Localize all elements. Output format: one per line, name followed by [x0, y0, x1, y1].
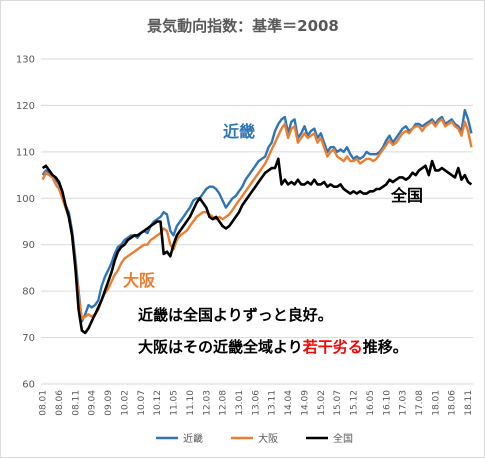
series-line-2: [41, 157, 473, 335]
kinki-series-label: 近畿: [223, 122, 255, 141]
x-tick-label: 11.05: [170, 390, 180, 416]
note-line-2-part1: 大阪はその近畿全域より: [138, 338, 303, 356]
x-tick-label: 10.07: [137, 390, 147, 416]
legend: 近畿 大阪 全国: [156, 432, 353, 445]
x-tick-label: 12.03: [202, 390, 212, 416]
x-tick-label: 18.01: [431, 390, 441, 416]
note-line-2: 大阪はその近畿全域より若干劣る推移。: [138, 338, 408, 356]
y-tick-label: 110: [16, 147, 35, 158]
y-tick-label: 80: [22, 287, 35, 298]
x-tick-label: 16.10: [382, 390, 392, 416]
y-tick-label: 90: [22, 240, 35, 251]
x-tick-label: 12.08: [219, 390, 229, 416]
x-tick-label: 15.02: [317, 390, 327, 416]
x-tick-label: 15.12: [350, 390, 360, 416]
x-tick-label: 18.06: [448, 390, 458, 416]
x-tick-label: 08.11: [71, 390, 81, 416]
legend-label: 全国: [333, 432, 353, 445]
x-tick-label: 10.02: [120, 390, 130, 416]
zenkoku-series-label: 全国: [390, 186, 423, 205]
x-tick-label: 13.01: [235, 390, 245, 416]
note-line-2-part2: 推移。: [363, 338, 408, 356]
series-line-0: [41, 108, 473, 323]
x-tick-label: 11.10: [186, 390, 196, 416]
y-tick-label: 130: [16, 55, 35, 66]
x-tick-label: 10.12: [153, 390, 163, 416]
y-tick-label: 100: [16, 194, 35, 205]
x-tick-label: 18.11: [464, 390, 474, 416]
x-tick-label: 17.03: [399, 390, 409, 416]
y-tick-label: 70: [22, 333, 35, 344]
grid-lines: [41, 58, 473, 385]
series-line-1: [41, 118, 473, 321]
x-axis-ticks: 08.01 08.06 08.11 09.04 09.09 10.02 10.07 10.12…: [39, 390, 474, 416]
legend-label: 大阪: [258, 432, 278, 445]
note-line-1: 近畿は全国よりずっと良好。: [138, 306, 333, 324]
x-tick-label: 09.04: [88, 390, 98, 416]
x-tick-label: 16.05: [366, 390, 376, 416]
note-line-2-highlight: 若干劣る: [302, 338, 363, 356]
x-tick-label: 09.09: [104, 390, 114, 416]
y-axis-ticks: 60 70 80 90 100 110 120 130: [16, 55, 35, 391]
series-lines: [41, 108, 473, 335]
x-tick-label: 15.07: [333, 390, 343, 416]
x-tick-label: 13.06: [251, 390, 261, 416]
x-tick-label: 08.06: [55, 390, 65, 416]
y-tick-label: 120: [16, 101, 35, 112]
osaka-series-label: 大阪: [123, 271, 156, 290]
x-tick-label: 14.04: [284, 390, 294, 416]
x-tick-label: 17.08: [415, 390, 425, 416]
y-tick-label: 60: [22, 380, 35, 391]
annotations: 近畿 大阪 全国 近畿は全国よりずっと良好。 大阪はその近畿全域より若干劣る推移…: [123, 122, 423, 356]
x-tick-label: 13.11: [268, 390, 278, 416]
chart-title: 景気動向指数：基準＝2008: [147, 17, 339, 35]
x-tick-label: 08.01: [39, 390, 49, 416]
legend-label: 近畿: [183, 432, 203, 445]
x-tick-label: 14.09: [300, 390, 310, 416]
